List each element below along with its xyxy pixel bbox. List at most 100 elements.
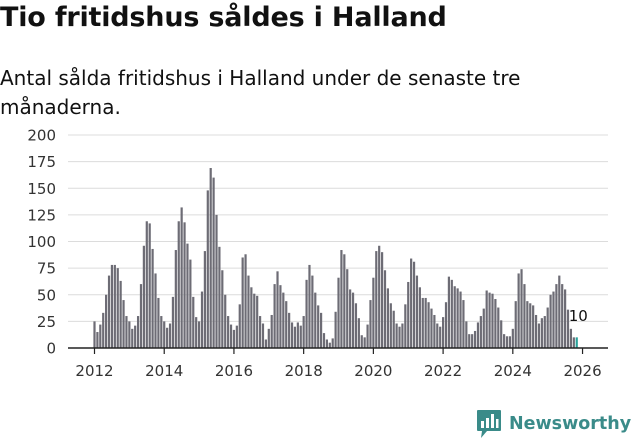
last-value-label: 10 xyxy=(569,307,588,325)
bar xyxy=(433,314,436,348)
bar xyxy=(500,320,503,348)
bar xyxy=(444,302,448,348)
bar xyxy=(276,271,279,348)
bar xyxy=(168,323,172,348)
bar xyxy=(511,328,514,348)
bar xyxy=(299,325,302,348)
bar xyxy=(250,287,253,348)
bar xyxy=(471,334,474,348)
bar xyxy=(136,316,140,348)
bar xyxy=(331,338,334,348)
bar xyxy=(404,304,407,348)
bar xyxy=(238,304,241,348)
bar xyxy=(566,309,570,348)
bar xyxy=(392,310,395,348)
bar xyxy=(505,336,509,348)
bar xyxy=(235,325,238,348)
bar xyxy=(346,269,349,348)
y-tick-label: 100 xyxy=(27,233,56,251)
bar xyxy=(96,332,99,348)
bar xyxy=(244,254,247,348)
bar xyxy=(366,324,369,348)
chart-title: Tio fritidshus såldes i Halland xyxy=(0,2,447,33)
bar xyxy=(375,251,378,348)
bar xyxy=(256,295,259,348)
y-tick-label: 0 xyxy=(46,340,56,358)
bar xyxy=(160,316,163,348)
bar xyxy=(473,330,477,348)
newsworthy-logo[interactable]: Newsworthy xyxy=(476,408,631,440)
bar xyxy=(166,327,169,348)
bar xyxy=(227,316,230,348)
bar xyxy=(439,326,442,348)
bar xyxy=(197,321,201,348)
bar xyxy=(360,335,363,348)
x-axis: 2012 2014 2016 2018 2020 2022 2024 2026 xyxy=(75,348,602,380)
bar xyxy=(224,294,227,348)
bar xyxy=(349,289,352,348)
bar xyxy=(561,284,564,348)
bar xyxy=(456,288,459,348)
chart-subtitle: Antal sålda fritidshus i Halland under d… xyxy=(0,66,521,119)
y-tick-label: 175 xyxy=(27,153,56,171)
bar xyxy=(122,300,125,348)
bar xyxy=(171,296,175,348)
bar xyxy=(410,258,413,348)
bar xyxy=(189,259,192,348)
x-tick-label: 2012 xyxy=(75,362,113,380)
bar xyxy=(465,321,468,348)
bar xyxy=(102,312,105,348)
bar xyxy=(229,324,233,348)
bar xyxy=(308,264,311,348)
bar xyxy=(503,334,506,348)
bar xyxy=(253,293,256,348)
bar xyxy=(540,318,543,348)
bar xyxy=(357,318,360,348)
bar xyxy=(148,223,151,348)
bar xyxy=(386,288,390,348)
bar xyxy=(131,328,134,348)
bar xyxy=(334,311,337,348)
bar xyxy=(93,321,96,348)
bar xyxy=(288,312,291,348)
bar xyxy=(264,339,267,348)
bar xyxy=(105,294,108,348)
x-tick-label: 2014 xyxy=(145,362,183,380)
bar xyxy=(549,294,552,348)
bar xyxy=(534,314,538,348)
bar xyxy=(529,303,532,348)
bar xyxy=(369,300,372,348)
bar xyxy=(351,292,355,348)
bar xyxy=(99,324,102,348)
bar xyxy=(322,333,326,348)
bar xyxy=(564,289,567,348)
bar xyxy=(488,292,491,348)
y-tick-label: 150 xyxy=(27,180,56,198)
bar xyxy=(139,284,143,348)
bar xyxy=(232,329,236,348)
y-tick-label: 50 xyxy=(37,286,56,304)
x-tick-label: 2024 xyxy=(494,362,532,380)
bar xyxy=(491,293,494,348)
y-tick-label: 25 xyxy=(37,313,56,331)
bar xyxy=(459,291,462,348)
bar xyxy=(110,264,114,348)
x-tick-label: 2020 xyxy=(354,362,392,380)
bar xyxy=(343,254,346,348)
bar xyxy=(378,245,381,348)
bar xyxy=(517,273,520,348)
bar xyxy=(398,326,401,348)
bar xyxy=(450,279,453,348)
bar xyxy=(163,321,166,348)
bar xyxy=(317,305,320,348)
bar xyxy=(354,303,358,348)
bar xyxy=(305,279,308,348)
bar xyxy=(476,322,480,348)
bar xyxy=(195,317,198,348)
bar xyxy=(494,299,497,348)
x-tick-label: 2016 xyxy=(215,362,253,380)
bar xyxy=(558,275,561,348)
bar xyxy=(401,323,404,348)
bar xyxy=(174,250,177,348)
bar xyxy=(482,308,485,348)
